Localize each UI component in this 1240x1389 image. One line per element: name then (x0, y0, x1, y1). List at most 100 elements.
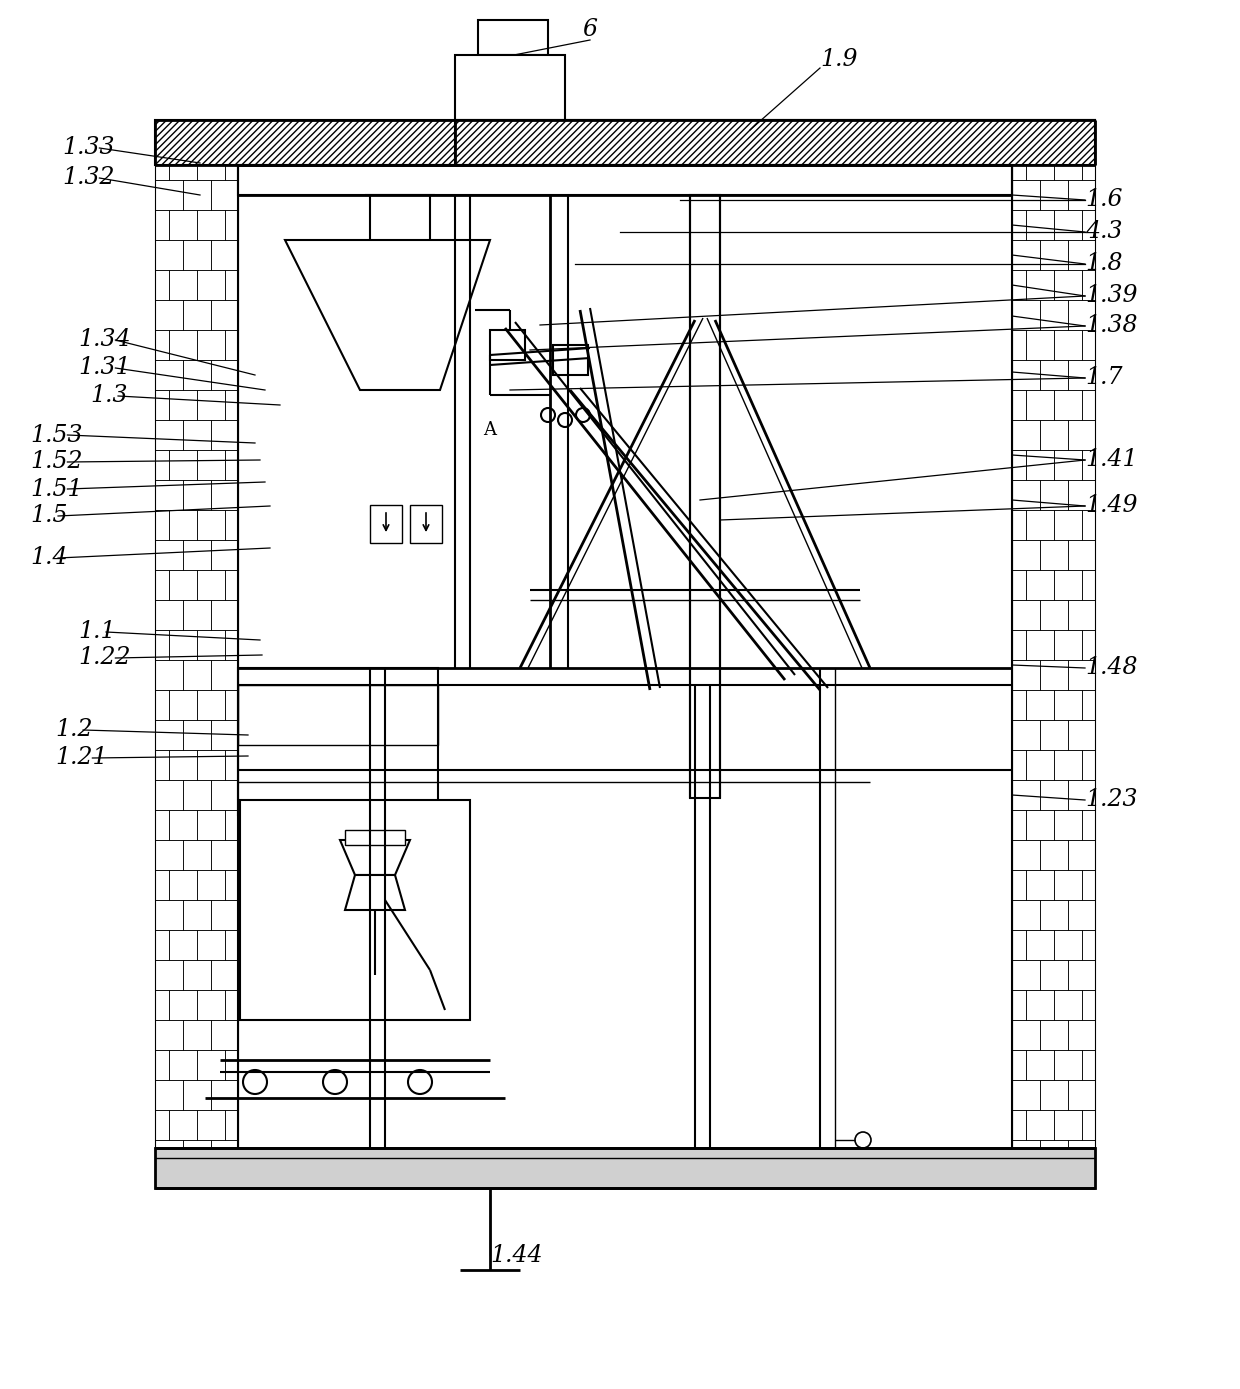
Bar (1012, 390, 1025, 419)
Bar (1068, 300, 1095, 331)
Bar (1068, 960, 1095, 990)
Bar (155, 750, 169, 781)
Bar (1012, 1110, 1025, 1140)
Bar (197, 810, 224, 840)
Bar (155, 300, 184, 331)
Bar (238, 685, 438, 745)
Bar (184, 1081, 211, 1110)
Bar (155, 481, 184, 510)
Bar (211, 1140, 238, 1147)
Text: 1.39: 1.39 (1085, 285, 1137, 307)
Bar (1012, 990, 1025, 1020)
Bar (1025, 269, 1054, 300)
Bar (197, 870, 224, 900)
Bar (197, 210, 224, 240)
Text: 4.3: 4.3 (1085, 221, 1122, 243)
Text: 1.6: 1.6 (1085, 189, 1122, 211)
Bar (1054, 750, 1083, 781)
Bar (1068, 360, 1095, 390)
Bar (1012, 960, 1040, 990)
Bar (1083, 210, 1095, 240)
Bar (1040, 900, 1068, 931)
Bar (1083, 150, 1095, 181)
Bar (197, 569, 224, 600)
Bar (169, 390, 197, 419)
Bar (1054, 210, 1083, 240)
Bar (169, 631, 197, 660)
Bar (410, 506, 441, 543)
Bar (1068, 600, 1095, 631)
Bar (1040, 781, 1068, 810)
Bar (184, 1140, 211, 1147)
Bar (1025, 1050, 1054, 1081)
Bar (1040, 419, 1068, 450)
Bar (1083, 569, 1095, 600)
Bar (1068, 481, 1095, 510)
Bar (197, 390, 224, 419)
Text: 1.1: 1.1 (78, 621, 115, 643)
Bar (169, 1050, 197, 1081)
Bar (155, 269, 169, 300)
Bar (1068, 240, 1095, 269)
Bar (197, 631, 224, 660)
Bar (1012, 569, 1025, 600)
Text: 1.8: 1.8 (1085, 253, 1122, 275)
Bar (169, 269, 197, 300)
Bar (689, 194, 720, 799)
Bar (1012, 150, 1025, 181)
Bar (155, 1110, 169, 1140)
Bar (1012, 781, 1040, 810)
Bar (1025, 631, 1054, 660)
Bar (1083, 269, 1095, 300)
Bar (1025, 810, 1054, 840)
Bar (197, 269, 224, 300)
Bar (1054, 569, 1083, 600)
Bar (1054, 1110, 1083, 1140)
Bar (155, 631, 169, 660)
Bar (211, 840, 238, 870)
Bar (1025, 931, 1054, 960)
Bar (197, 750, 224, 781)
Bar (211, 419, 238, 450)
Bar (1040, 360, 1068, 390)
Bar (184, 419, 211, 450)
Bar (155, 119, 238, 1147)
Bar (1025, 870, 1054, 900)
Bar (197, 450, 224, 481)
Text: 1.23: 1.23 (1085, 789, 1137, 811)
Bar (1040, 660, 1068, 690)
Bar (1012, 360, 1040, 390)
Bar (1068, 1020, 1095, 1050)
Bar (197, 1110, 224, 1140)
Bar (1040, 960, 1068, 990)
Bar (184, 300, 211, 331)
Text: 1.51: 1.51 (30, 478, 83, 500)
Bar (1025, 450, 1054, 481)
Bar (370, 506, 402, 543)
Bar (1083, 510, 1095, 540)
Bar (1012, 119, 1095, 1147)
Bar (1083, 390, 1095, 419)
Bar (211, 119, 238, 150)
Bar (169, 510, 197, 540)
Bar (238, 668, 438, 815)
Text: 1.7: 1.7 (1085, 367, 1122, 389)
Bar (155, 1020, 184, 1050)
Bar (1012, 660, 1040, 690)
Bar (184, 240, 211, 269)
Text: 1.38: 1.38 (1085, 314, 1137, 338)
Bar (1012, 300, 1040, 331)
Bar (155, 540, 184, 569)
Bar (224, 569, 238, 600)
Bar (1068, 540, 1095, 569)
Bar (184, 720, 211, 750)
Text: 1.33: 1.33 (62, 136, 114, 160)
Bar (155, 360, 184, 390)
Text: 1.21: 1.21 (55, 746, 108, 770)
Bar (224, 331, 238, 360)
Text: 1.48: 1.48 (1085, 657, 1137, 679)
Bar (1068, 840, 1095, 870)
Bar (169, 870, 197, 900)
Bar (1040, 300, 1068, 331)
Bar (155, 1050, 169, 1081)
